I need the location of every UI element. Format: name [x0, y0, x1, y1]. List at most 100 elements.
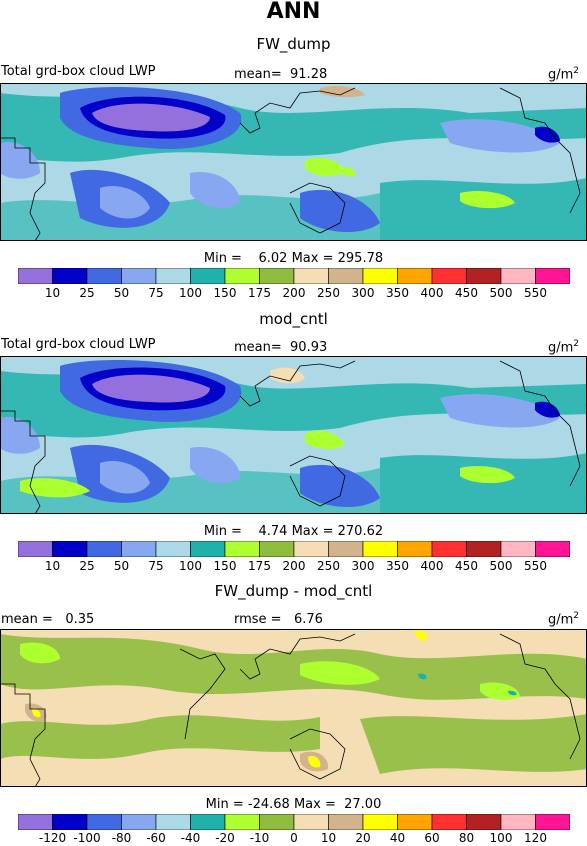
panel-2-tick: 100	[179, 559, 202, 573]
panel-3-tick: 100	[489, 831, 513, 845]
panel-3-tick: 10	[320, 831, 337, 845]
colorbar-swatch	[431, 541, 467, 557]
colorbar-swatch	[18, 541, 53, 557]
panel-1-tick: 10	[44, 286, 61, 300]
panel-1-tick: 25	[79, 286, 95, 300]
panel-3-stats: Min = -24.68 Max = 27.00	[205, 797, 382, 812]
panel-3-tick: 40	[389, 831, 406, 845]
panel-1-tick: 450	[455, 286, 478, 300]
colorbar-swatch	[293, 541, 329, 557]
colorbar-swatch	[328, 814, 364, 830]
panel-2-colorbar-ticks: 10 25 50 75 100 150 175 200 250 300 350 …	[0, 559, 587, 575]
panel-2-tick: 175	[248, 559, 271, 573]
colorbar-swatch	[535, 268, 570, 284]
colorbar-swatch	[52, 268, 88, 284]
colorbar-swatch	[155, 814, 191, 830]
colorbar-swatch	[362, 268, 398, 284]
colorbar-swatch	[155, 541, 191, 557]
colorbar-swatch	[293, 814, 329, 830]
panel-3-tick: 0	[290, 831, 298, 845]
colorbar-swatch	[362, 541, 398, 557]
panel-1-tick: 200	[282, 286, 306, 300]
panel-2-tick: 75	[148, 559, 164, 573]
colorbar-swatch	[86, 268, 122, 284]
panel-1-title: FW_dump	[256, 35, 331, 53]
colorbar-swatch	[328, 541, 364, 557]
panel-2-tick: 250	[317, 559, 340, 573]
colorbar-swatch	[224, 541, 260, 557]
panel-3-tick: 120	[524, 831, 547, 845]
colorbar-swatch	[121, 541, 157, 557]
panel-2-map	[0, 356, 587, 514]
colorbar-swatch	[431, 268, 467, 284]
panel-3-tick: -80	[111, 831, 132, 845]
colorbar-swatch	[500, 541, 536, 557]
colorbar-swatch	[259, 268, 295, 284]
colorbar-swatch	[466, 814, 502, 830]
colorbar-swatch	[52, 541, 88, 557]
panel-2-title: mod_cntl	[259, 310, 328, 328]
colorbar-swatch	[259, 814, 295, 830]
panel-1-tick: 100	[179, 286, 202, 300]
panel-3-tick: 20	[355, 831, 371, 845]
panel-2-tick: 10	[44, 559, 61, 573]
panel-1-colorbar-ticks: 10 25 50 75 100 150 175 200 250 300 350 …	[0, 286, 587, 302]
panel-3-mean: mean = 0.35	[1, 612, 95, 627]
panel-2-tick: 200	[282, 559, 306, 573]
panel-2-field-label: Total grd-box cloud LWP	[1, 337, 156, 352]
panel-1-map	[0, 83, 587, 241]
panel-3-tick: -20	[215, 831, 235, 845]
panel-1-tick: 550	[524, 286, 547, 300]
colorbar-swatch	[190, 268, 226, 284]
panel-1-tick: 500	[489, 286, 513, 300]
panel-1-units: g/m2	[548, 66, 580, 83]
panel-3-tick: -120	[38, 831, 67, 845]
colorbar-swatch	[224, 268, 260, 284]
colorbar-swatch	[121, 814, 157, 830]
colorbar-swatch	[362, 814, 398, 830]
colorbar-swatch	[155, 268, 191, 284]
panel-1-mean: mean= 91.28	[234, 67, 328, 82]
colorbar-swatch	[224, 814, 260, 830]
panel-2-tick: 500	[489, 559, 513, 573]
panel-2-tick: 300	[351, 559, 375, 573]
panel-2-tick: 350	[386, 559, 409, 573]
panel-2-stats: Min = 4.74 Max = 270.62	[203, 524, 384, 539]
panel-2-tick: 450	[455, 559, 478, 573]
panel-3-rmse: rmse = 6.76	[234, 612, 323, 627]
colorbar-swatch	[500, 814, 536, 830]
panel-3-tick: -60	[146, 831, 166, 845]
colorbar-swatch	[397, 541, 433, 557]
colorbar-swatch	[397, 268, 433, 284]
panel-2-tick: 25	[79, 559, 95, 573]
colorbar-swatch	[18, 814, 53, 830]
panel-1-tick: 175	[248, 286, 271, 300]
panel-3-map	[0, 629, 587, 787]
colorbar-swatch	[86, 541, 122, 557]
colorbar-swatch	[466, 268, 502, 284]
panel-2-units: g/m2	[548, 339, 580, 356]
panel-3-tick: -40	[180, 831, 201, 845]
colorbar-swatch	[18, 268, 53, 284]
panel-3-title: FW_dump - mod_cntl	[214, 582, 373, 600]
panel-1-tick: 150	[213, 286, 237, 300]
colorbar-swatch	[86, 814, 122, 830]
colorbar-swatch	[52, 814, 88, 830]
colorbar-swatch	[259, 541, 295, 557]
panel-2-tick: 550	[524, 559, 547, 573]
panel-1-field-label: Total grd-box cloud LWP	[1, 64, 156, 79]
colorbar-swatch	[431, 814, 467, 830]
panel-1-tick: 400	[420, 286, 444, 300]
panel-3-colorbar	[18, 814, 570, 830]
panel-2-colorbar	[18, 541, 570, 557]
panel-1-tick: 350	[386, 286, 409, 300]
figure-title: ANN	[266, 0, 321, 24]
panel-1-tick: 75	[148, 286, 164, 300]
colorbar-swatch	[500, 268, 536, 284]
panel-2-tick: 50	[113, 559, 130, 573]
colorbar-swatch	[397, 814, 433, 830]
panel-3-tick: 80	[458, 831, 475, 845]
panel-1-colorbar	[18, 268, 570, 284]
panel-1-tick: 50	[113, 286, 130, 300]
colorbar-swatch	[535, 814, 570, 830]
